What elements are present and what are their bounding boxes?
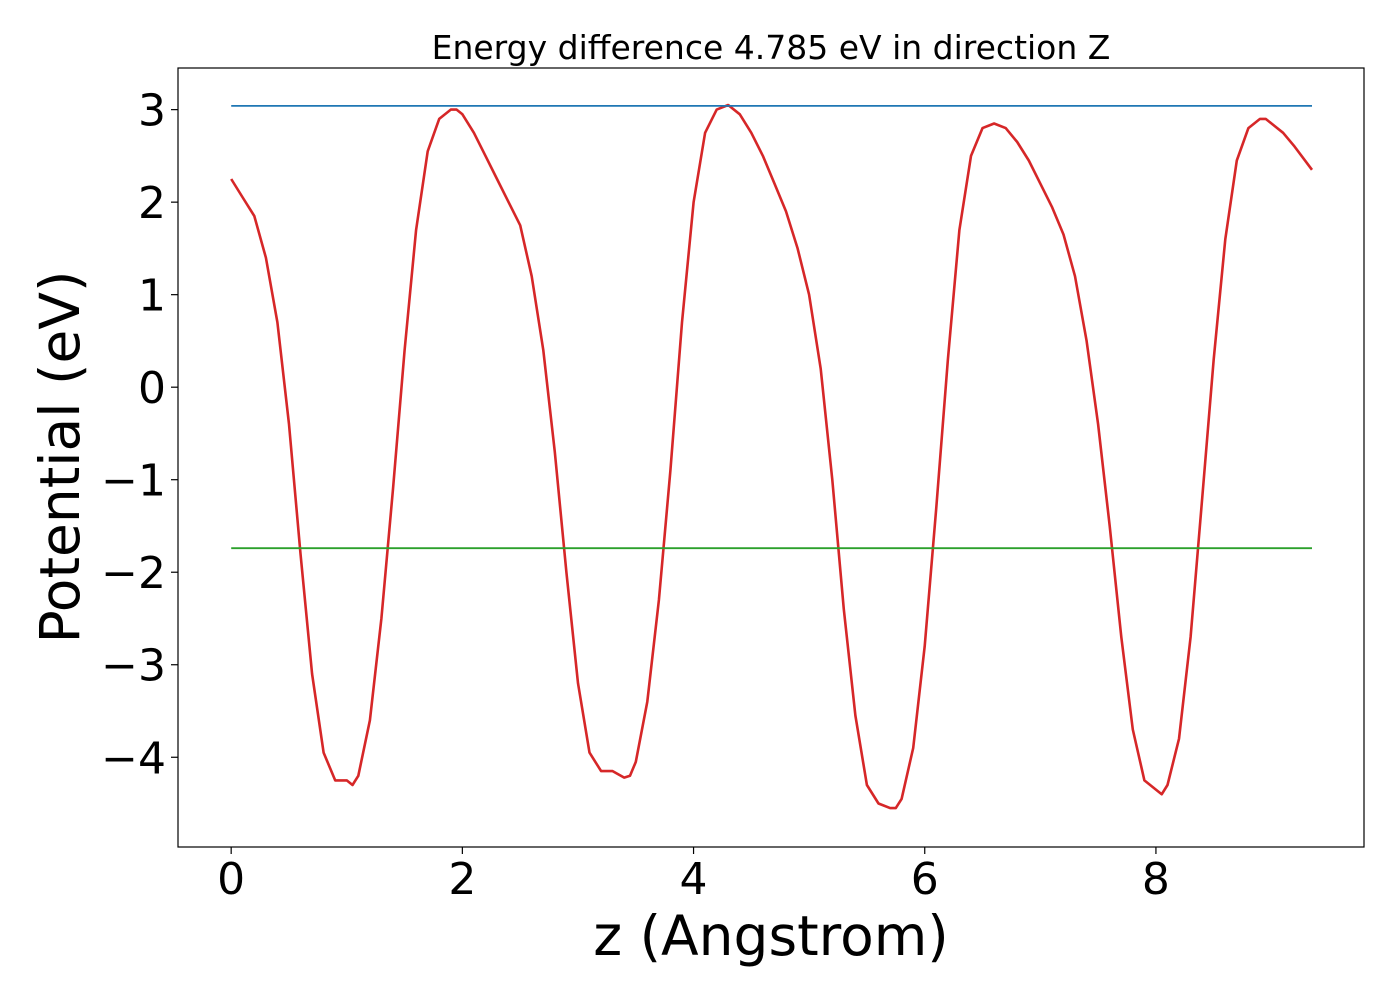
x-tick-label: 8 [1142, 854, 1170, 905]
x-tick-label: 2 [448, 854, 476, 905]
y-axis: 3 2 1 0 −1 −2 −3 −4 [101, 86, 178, 784]
plot-area [230, 103, 1314, 810]
y-tick-label: 2 [138, 178, 166, 229]
y-axis-label: Potential (eV) [28, 271, 92, 644]
x-axis: 0 2 4 6 8 [217, 847, 1170, 905]
x-axis-label: z (Angstrom) [593, 904, 949, 968]
x-tick-label: 4 [680, 854, 708, 905]
y-tick-label: 3 [138, 86, 166, 137]
x-tick-label: 0 [217, 854, 245, 905]
y-tick-label: 1 [138, 271, 166, 322]
plot-frame [177, 67, 1365, 848]
y-tick-label: −4 [101, 733, 166, 784]
chart-title: Energy difference 4.785 eV in direction … [432, 28, 1111, 67]
x-tick-label: 6 [911, 854, 939, 905]
series-line-0 [230, 103, 1314, 810]
y-tick-label: −3 [101, 641, 166, 692]
y-tick-label: −2 [101, 548, 166, 599]
y-tick-label: −1 [101, 456, 166, 507]
y-tick-label: 0 [138, 363, 166, 414]
